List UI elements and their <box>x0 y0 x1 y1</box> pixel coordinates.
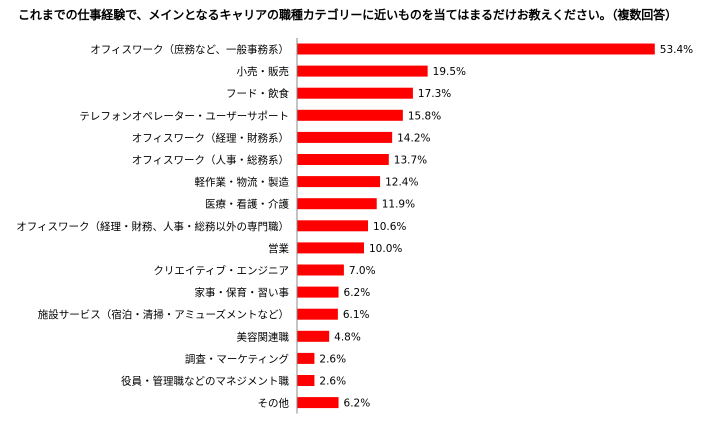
bar <box>297 264 344 276</box>
value-label: 53.4% <box>660 44 693 56</box>
category-label: オフィスワーク（経理・財務、人事・総務以外の専門職） <box>16 220 289 233</box>
value-label: 14.2% <box>397 132 430 144</box>
bar <box>297 176 381 188</box>
category-label: クリエイティブ・エンジニア <box>153 264 289 277</box>
value-label: 11.9% <box>382 199 415 211</box>
value-label: 4.8% <box>334 331 361 343</box>
category-label: オフィスワーク（経理・財務系） <box>132 131 289 144</box>
bar <box>297 220 369 232</box>
value-label: 15.8% <box>408 110 441 122</box>
bar <box>297 109 403 121</box>
category-label: 軽作業・物流・製造 <box>195 176 290 189</box>
category-label: 美容関連職 <box>237 330 290 343</box>
category-label: 営業 <box>268 242 289 255</box>
category-label: 施設サービス（宿泊・清掃・アミューズメントなど） <box>38 308 289 321</box>
value-label: 6.2% <box>344 398 371 410</box>
value-label: 12.4% <box>385 177 418 189</box>
bar <box>297 131 393 143</box>
value-label: 6.2% <box>344 287 371 299</box>
value-label: 7.0% <box>349 265 376 277</box>
value-label: 19.5% <box>433 66 466 78</box>
category-label: その他 <box>258 397 290 410</box>
bar <box>297 65 428 77</box>
bar <box>297 375 315 386</box>
bar <box>297 330 330 342</box>
category-label: フード・飲食 <box>226 87 289 100</box>
value-label: 10.6% <box>373 221 406 233</box>
category-label: テレフォンオペレーター・ユーザーサポート <box>79 110 289 122</box>
category-label: オフィスワーク（庶務など、一般事務系） <box>90 43 289 56</box>
bar <box>297 43 655 55</box>
value-label: 13.7% <box>394 155 427 167</box>
category-label: オフィスワーク（人事・総務系） <box>132 154 289 167</box>
bar <box>297 242 364 254</box>
bar <box>297 87 413 99</box>
bar <box>297 397 339 409</box>
bar <box>297 286 339 298</box>
value-label: 2.6% <box>319 376 346 388</box>
category-label: 小売・販売 <box>237 65 290 78</box>
bar <box>297 308 338 320</box>
value-label: 6.1% <box>343 309 370 321</box>
category-label: 役員・管理職などのマネジメント職 <box>121 375 289 388</box>
bar <box>297 198 377 210</box>
category-label: 家事・保育・習い事 <box>195 286 290 299</box>
category-label: 医療・看護・介護 <box>205 198 289 211</box>
value-label: 10.0% <box>369 243 402 255</box>
bar <box>297 154 389 165</box>
value-label: 2.6% <box>319 353 346 365</box>
category-label: 調査・マーケティング <box>185 352 290 365</box>
chart-title: これまでの仕事経験で、メインとなるキャリアの職種カテゴリーに近いものを当てはまる… <box>18 8 677 22</box>
value-label: 17.3% <box>418 88 451 100</box>
bar <box>297 352 315 364</box>
